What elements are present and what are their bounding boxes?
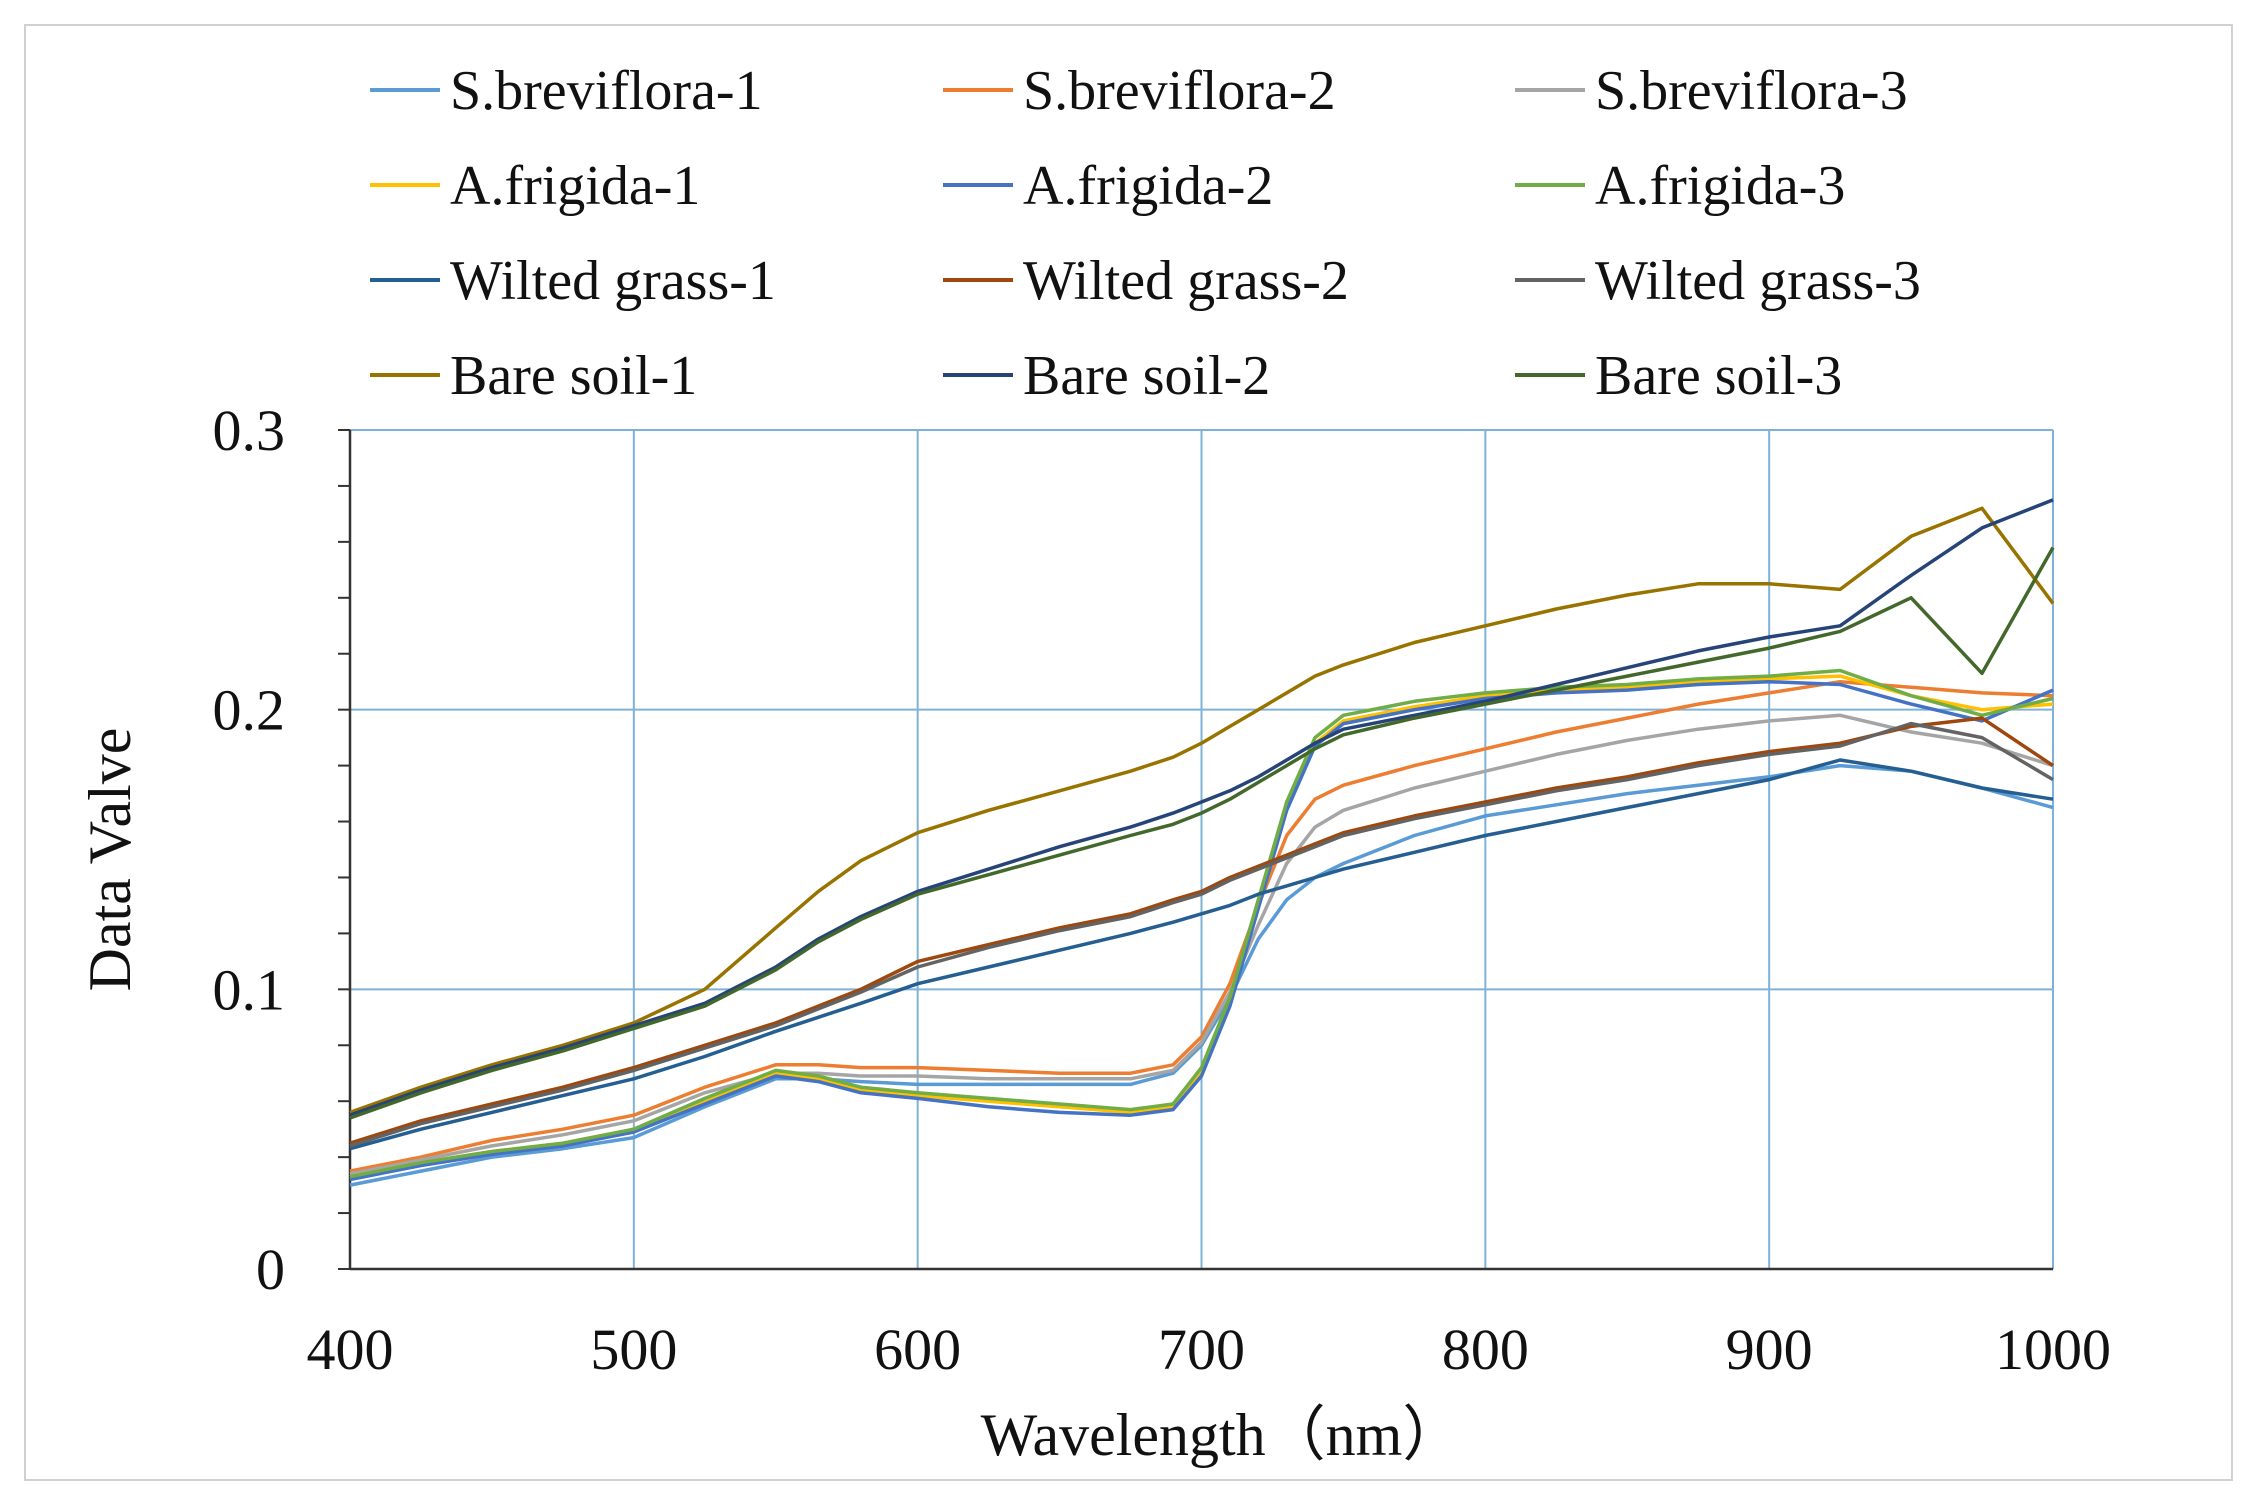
- y-tick-label: 0: [256, 1237, 285, 1302]
- series-line-bare-soil-3: [349, 546, 2055, 1120]
- y-tick-label: 0.3: [213, 398, 286, 463]
- legend-label-a-frigida-1: A.frigida-1: [450, 155, 700, 217]
- legend-label-s-breviflora-1: S.breviflora-1: [450, 60, 763, 122]
- x-tick-label: 600: [874, 1317, 961, 1382]
- x-tick-label: 700: [1158, 1317, 1245, 1382]
- legend-label-bare-soil-1: Bare soil-1: [450, 345, 697, 407]
- legend-label-a-frigida-3: A.frigida-3: [1595, 155, 1845, 217]
- legend: S.breviflora-1 S.breviflora-2 S.breviflora…: [370, 60, 1921, 407]
- chart-frame: [24, 24, 2233, 1481]
- series-line-wilted-grass-2: [349, 716, 2054, 1145]
- series-line-s-breviflora-1: [349, 763, 2054, 1187]
- x-tick-label: 400: [307, 1317, 394, 1382]
- legend-label-s-breviflora-3: S.breviflora-3: [1595, 60, 1908, 122]
- series-lines: [349, 498, 2055, 1187]
- tick-labels: 400 500 600 700 800 900 1000 0 0.1 0.2 0.3: [213, 398, 2112, 1382]
- series-line-bare-soil-2: [349, 498, 2054, 1117]
- series-line-a-frigida-3: [349, 668, 2054, 1179]
- series-line-wilted-grass-1: [349, 758, 2054, 1151]
- legend-label-wilted-grass-3: Wilted grass-3: [1595, 250, 1921, 312]
- legend-label-bare-soil-3: Bare soil-3: [1595, 345, 1842, 407]
- y-tick-label: 0.2: [213, 678, 286, 743]
- y-axis-title: Data Valve: [77, 728, 143, 992]
- legend-label-a-frigida-2: A.frigida-2: [1023, 155, 1273, 217]
- series-line-wilted-grass-3: [349, 721, 2054, 1148]
- series-line-s-breviflora-3: [349, 713, 2054, 1176]
- series-line-bare-soil-1: [349, 506, 2055, 1115]
- legend-label-wilted-grass-2: Wilted grass-2: [1023, 250, 1349, 312]
- legend-label-bare-soil-2: Bare soil-2: [1023, 345, 1270, 407]
- axes: [338, 429, 2053, 1271]
- x-axis-title: Wavelength（nm）: [981, 1402, 1463, 1468]
- x-tick-label: 900: [1726, 1317, 1813, 1382]
- legend-label-wilted-grass-1: Wilted grass-1: [450, 250, 776, 312]
- x-tick-label: 500: [590, 1317, 677, 1382]
- x-tick-label: 800: [1442, 1317, 1529, 1382]
- x-tick-label: 1000: [1995, 1317, 2111, 1382]
- legend-label-s-breviflora-2: S.breviflora-2: [1023, 60, 1336, 122]
- y-tick-label: 0.1: [213, 957, 286, 1022]
- series-line-a-frigida-2: [349, 679, 2054, 1182]
- series-line-s-breviflora-2: [349, 679, 2054, 1173]
